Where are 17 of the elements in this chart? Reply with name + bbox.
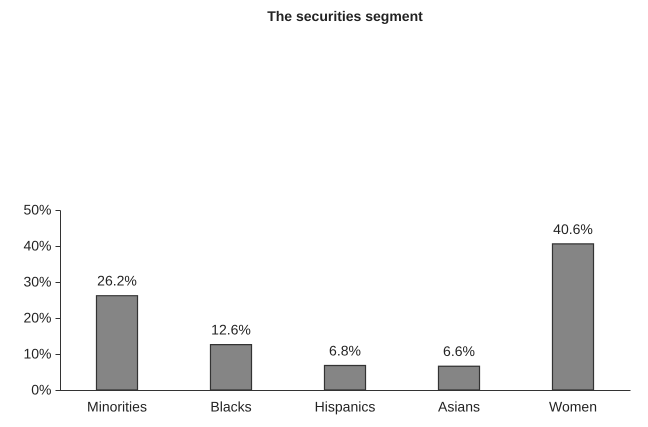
x-tick-label: Blacks <box>210 398 252 414</box>
x-tick-label: Minorities <box>87 398 147 414</box>
x-tick-label: Asians <box>438 398 480 414</box>
y-tick-label: 10% <box>23 346 52 362</box>
x-tick-label: Hispanics <box>314 398 376 414</box>
y-tick-label: 30% <box>23 274 52 290</box>
y-tick-label: 40% <box>23 238 52 254</box>
data-label: 6.6% <box>443 343 475 360</box>
y-tick-label: 50% <box>23 202 52 218</box>
data-label: 26.2% <box>97 272 137 289</box>
y-tick-label: 20% <box>23 310 52 326</box>
data-label: 6.8% <box>329 342 361 359</box>
x-tick-label: Women <box>549 398 597 414</box>
data-label: 40.6% <box>553 220 593 237</box>
data-label: 12.6% <box>211 322 251 338</box>
chart-title: The securities segment <box>267 8 424 24</box>
y-tick-label: 0% <box>31 382 52 398</box>
